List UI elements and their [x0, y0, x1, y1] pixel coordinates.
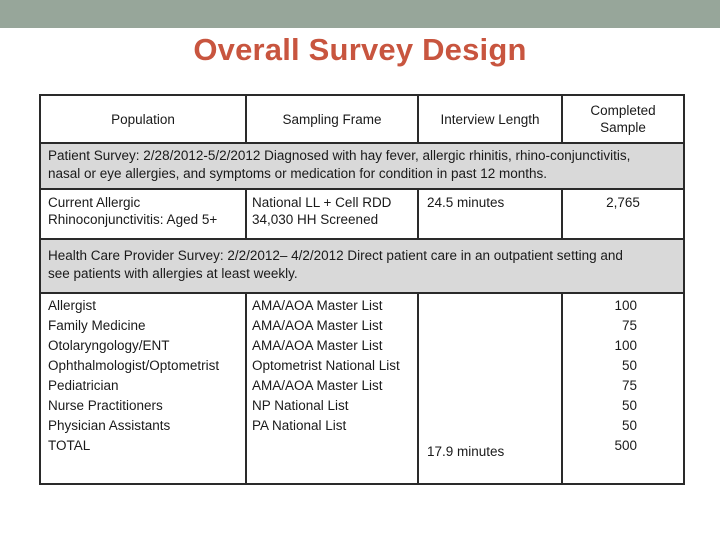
provider-frame-item: PA National List [252, 418, 347, 433]
provider-sample-item: 50 [621, 358, 637, 373]
patient-description-line2: nasal or eye allergies, and symptoms or … [48, 166, 548, 181]
provider-description-line2: see patients with allergies at least wee… [48, 266, 298, 281]
column-divider [561, 188, 563, 238]
patient-population-line2: Rhinoconjunctivitis: Aged 5+ [48, 212, 218, 227]
provider-sample-item: 100 [614, 338, 637, 353]
provider-population-item: Ophthalmologist/Optometrist [48, 358, 220, 373]
provider-frame-item [252, 436, 417, 456]
header-sampling-frame: Sampling Frame [282, 111, 382, 127]
patient-sampling-frame: National LL + Cell RDD 34,030 HH Screene… [252, 194, 417, 228]
column-divider [417, 188, 419, 238]
patient-survey-band [41, 144, 683, 188]
patient-population-line1: Current Allergic [48, 195, 141, 210]
column-divider [417, 292, 419, 483]
provider-sample-item: 75 [621, 318, 637, 333]
provider-population-item: Physician Assistants [48, 418, 171, 433]
provider-sample-item: 50 [621, 418, 637, 433]
patient-completed-sample: 2,765 [606, 195, 640, 210]
provider-interview-length: 17.9 minutes [427, 444, 505, 459]
provider-population-list: Allergist Family Medicine Otolaryngology/E… [48, 296, 244, 456]
row-divider [41, 142, 683, 144]
header-interview-length: Interview Length [440, 111, 540, 127]
provider-frame-list: AMA/AOA Master List AMA/AOA Master List AM… [252, 296, 417, 456]
column-divider [561, 292, 563, 483]
provider-sample-item: 75 [621, 378, 637, 393]
column-divider [245, 292, 247, 483]
provider-frame-item: NP National List [252, 398, 349, 413]
row-divider [41, 188, 683, 190]
patient-description-line1: Patient Survey: 2/28/2012-5/2/2012 Diagn… [48, 148, 631, 163]
provider-population-item: Allergist [48, 298, 97, 313]
provider-frame-item: AMA/AOA Master List [252, 298, 383, 313]
provider-frame-item: AMA/AOA Master List [252, 378, 383, 393]
provider-sample-list: 100 75 100 50 75 50 50 500 [563, 296, 637, 456]
provider-population-item: Family Medicine [48, 318, 146, 333]
survey-design-table: Population Sampling Frame Interview Leng… [39, 94, 685, 485]
top-bar [0, 0, 720, 28]
provider-sample-item: 50 [621, 398, 637, 413]
provider-sample-item: 100 [614, 298, 637, 313]
row-divider [41, 238, 683, 240]
provider-population-item: Otolaryngology/ENT [48, 338, 170, 353]
patient-frame-line2: 34,030 HH Screened [252, 212, 379, 227]
patient-interview-length: 24.5 minutes [427, 195, 505, 210]
patient-survey-description: Patient Survey: 2/28/2012-5/2/2012 Diagn… [48, 147, 680, 183]
column-divider [245, 96, 247, 142]
patient-frame-line1: National LL + Cell RDD [252, 195, 392, 210]
column-divider [561, 96, 563, 142]
header-completed-sample: Completed Sample [563, 96, 683, 142]
provider-frame-item: AMA/AOA Master List [252, 338, 383, 353]
provider-population-item: Pediatrician [48, 378, 119, 393]
patient-population: Current Allergic Rhinoconjunctivitis: Ag… [48, 194, 244, 228]
slide-title: Overall Survey Design [193, 32, 527, 67]
header-completed-sample-line1: Completed [590, 103, 656, 118]
provider-sample-item: 500 [614, 438, 637, 453]
header-population: Population [111, 111, 175, 127]
provider-frame-item: AMA/AOA Master List [252, 318, 383, 333]
provider-description-line1: Health Care Provider Survey: 2/2/2012– 4… [48, 248, 623, 263]
column-divider [245, 188, 247, 238]
header-completed-sample-line2: Sample [600, 120, 646, 135]
provider-population-item: TOTAL [48, 438, 91, 453]
column-divider [417, 96, 419, 142]
provider-population-item: Nurse Practitioners [48, 398, 163, 413]
row-divider [41, 292, 683, 294]
provider-frame-item: Optometrist National List [252, 358, 400, 373]
provider-survey-description: Health Care Provider Survey: 2/2/2012– 4… [48, 247, 680, 283]
provider-survey-band [41, 240, 683, 292]
